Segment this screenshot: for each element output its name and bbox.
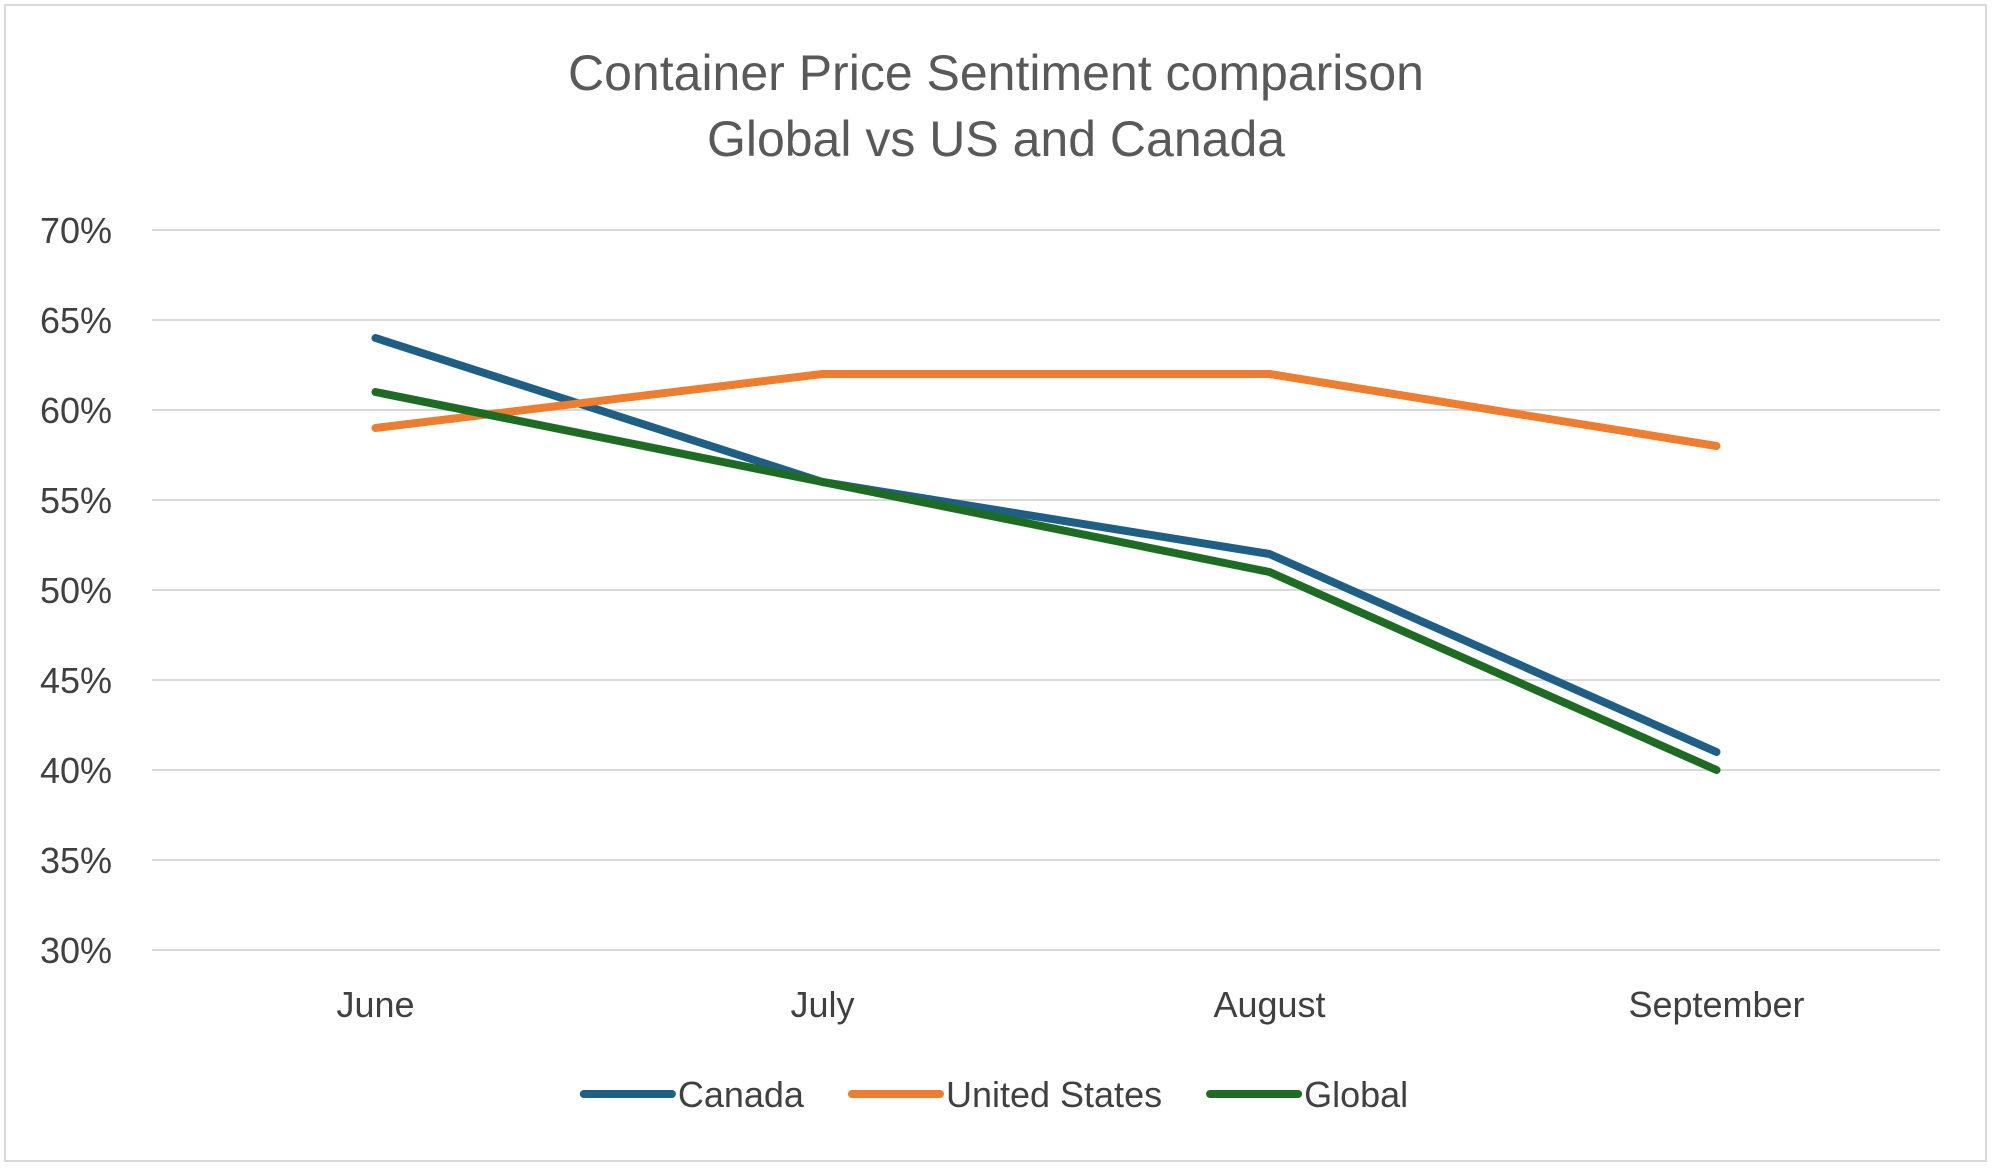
y-tick-label: 60%	[40, 390, 112, 431]
x-tick-label: August	[1213, 984, 1325, 1025]
x-tick-label: June	[336, 984, 414, 1025]
y-axis-tick-labels: 30% 35% 40% 45% 50% 55% 60% 65% 70%	[40, 210, 112, 971]
legend-item-global: Global	[1206, 1074, 1408, 1115]
y-tick-label: 70%	[40, 210, 112, 251]
series-line-united-states	[371, 370, 1721, 450]
legend-label: Global	[1304, 1074, 1408, 1115]
legend-label: United States	[946, 1074, 1162, 1115]
chart-frame	[4, 4, 1987, 1162]
x-tick-label: July	[790, 984, 854, 1025]
series-line-global	[371, 388, 1721, 774]
y-tick-label: 50%	[40, 570, 112, 611]
x-axis-tick-labels: June July August September	[336, 984, 1804, 1025]
y-tick-label: 35%	[40, 840, 112, 881]
legend-label: Canada	[678, 1074, 805, 1115]
legend-item-canada: Canada	[579, 1074, 805, 1115]
series-line-canada	[371, 334, 1721, 756]
y-tick-label: 30%	[40, 930, 112, 971]
chart-title-line-2: Global vs US and Canada	[707, 111, 1285, 167]
y-tick-label: 40%	[40, 750, 112, 791]
grid-lines	[152, 229, 1940, 951]
y-tick-label: 45%	[40, 660, 112, 701]
y-tick-label: 65%	[40, 300, 112, 341]
series-lines	[371, 334, 1721, 774]
y-tick-label: 55%	[40, 480, 112, 521]
chart-title-line-1: Container Price Sentiment comparison	[568, 45, 1424, 101]
legend: Canada United States Global	[579, 1074, 1408, 1115]
legend-item-united-states: United States	[847, 1074, 1162, 1115]
x-tick-label: September	[1628, 984, 1804, 1025]
